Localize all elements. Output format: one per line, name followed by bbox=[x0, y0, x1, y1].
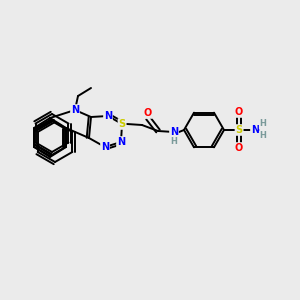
Text: H: H bbox=[260, 119, 266, 128]
Text: N: N bbox=[101, 142, 109, 152]
Text: O: O bbox=[235, 143, 243, 153]
Text: N: N bbox=[117, 137, 125, 147]
Text: H: H bbox=[171, 136, 177, 146]
Text: S: S bbox=[236, 125, 243, 135]
Text: N: N bbox=[104, 111, 112, 121]
Text: H: H bbox=[260, 131, 266, 140]
Text: O: O bbox=[144, 108, 152, 118]
Text: N: N bbox=[251, 125, 259, 135]
Text: S: S bbox=[118, 119, 126, 129]
Text: N: N bbox=[71, 105, 79, 115]
Text: O: O bbox=[235, 107, 243, 117]
Text: N: N bbox=[170, 127, 178, 137]
